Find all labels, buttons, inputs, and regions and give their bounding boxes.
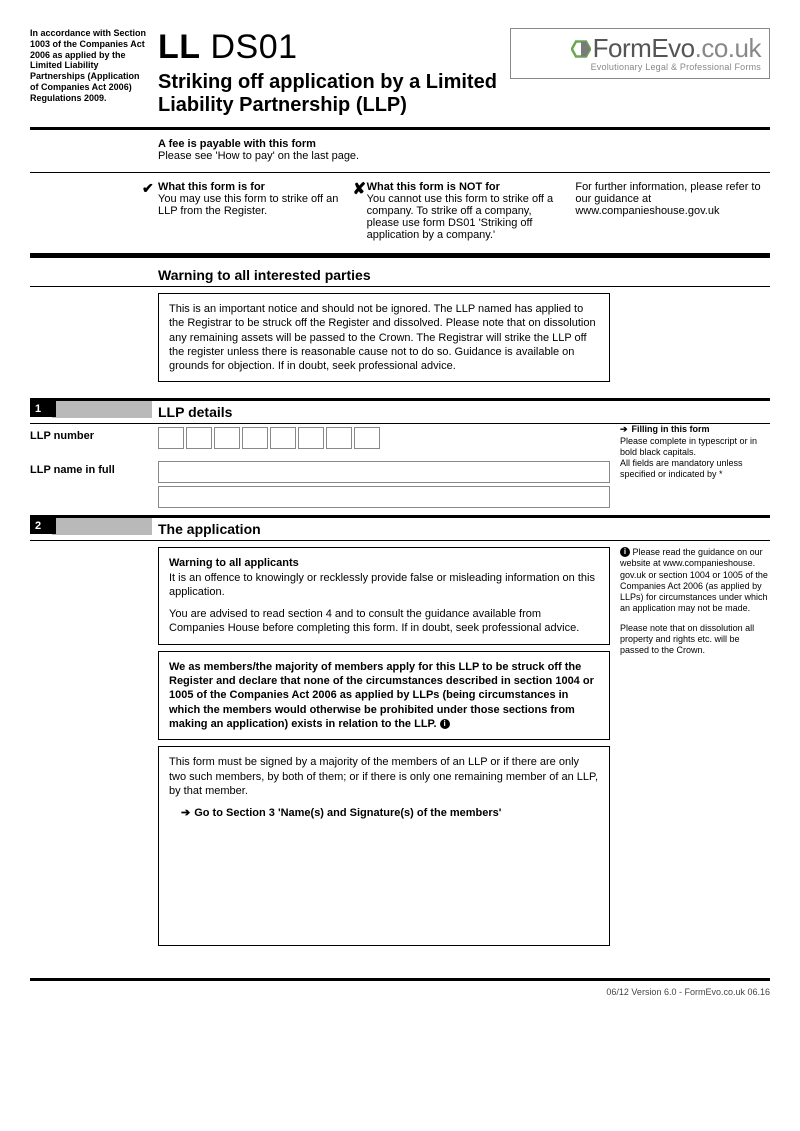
llp-number-cell[interactable] [326, 427, 352, 449]
section-1-sidenote: ➔ Filling in this form Please complete in… [610, 424, 770, 458]
info-icon: i [620, 547, 630, 557]
fee-notice-row: A fee is payable with this form Please s… [30, 130, 770, 173]
llp-number-cell[interactable] [298, 427, 324, 449]
hexagon-icon [571, 37, 591, 57]
purpose-row: ✔ What this form is for You may use this… [30, 173, 770, 253]
section-1-title: LLP details [158, 401, 770, 423]
signature-instructions-box: This form must be signed by a majority o… [158, 746, 610, 946]
llp-number-cell[interactable] [242, 427, 268, 449]
logo-domain: .co.uk [695, 33, 761, 63]
side-1: Please complete in typescript or in bold… [620, 436, 757, 457]
form-for-heading: What this form is for [158, 181, 265, 193]
logo-text: FormEvo [593, 33, 695, 63]
llp-number-cell[interactable] [158, 427, 184, 449]
warning-header: Warning to all interested parties [30, 264, 770, 287]
side-p1: Please read the guidance on our website … [620, 547, 768, 613]
cross-icon: ✘ [353, 179, 366, 199]
page-footer: 06/12 Version 6.0 - FormEvo.co.uk 06.16 [30, 981, 770, 997]
goto-section-3: ➔ Go to Section 3 'Name(s) and Signature(… [169, 806, 599, 820]
arrow-icon: ➔ [181, 807, 190, 819]
llp-number-cell[interactable] [214, 427, 240, 449]
side-p2: Please note that on dissolution all prop… [620, 623, 770, 657]
section-2-body: Warning to all applicants It is an offen… [30, 541, 770, 981]
fee-line1: A fee is payable with this form [158, 138, 359, 150]
section-2-number: 2 [30, 518, 56, 534]
form-code: LL DS01 [158, 28, 510, 67]
spacer [30, 287, 158, 388]
warning-content: This is an important notice and should n… [30, 287, 770, 388]
applicant-warning-box: Warning to all applicants It is an offen… [158, 547, 610, 644]
title-block: LL DS01 Striking off application by a Li… [158, 28, 510, 117]
form-page: In accordance with Section 1003 of the C… [0, 0, 800, 1017]
section-1-sidenote-2: All fields are mandatory unless specifie… [610, 458, 770, 511]
legal-reference: In accordance with Section 1003 of the C… [30, 28, 158, 104]
form-not-for-column: ✘ What this form is NOT for You cannot u… [367, 181, 576, 241]
section-2-title: The application [158, 518, 770, 540]
llp-name-label: LLP name in full [30, 458, 158, 511]
logo-main: FormEvo.co.uk [519, 35, 761, 61]
llp-number-row: LLP number ➔ Filling in this form Please … [30, 424, 770, 458]
section-2-sidenote: i Please read the guidance on our websit… [610, 541, 770, 664]
signature-p1: This form must be signed by a majority o… [169, 755, 599, 798]
more-info-url: www.companieshouse.gov.uk [575, 205, 719, 217]
more-info-column: For further information, please refer to… [575, 181, 770, 241]
fee-notice: A fee is payable with this form Please s… [158, 138, 359, 162]
llp-name-cell-1[interactable] [158, 461, 610, 483]
form-for-column: ✔ What this form is for You may use this… [158, 181, 367, 241]
form-code-light: DS01 [211, 28, 298, 66]
warning-box: This is an important notice and should n… [158, 293, 610, 382]
section-1-body: LLP number ➔ Filling in this form Please … [30, 424, 770, 518]
spacer [30, 541, 158, 547]
form-title: Striking off application by a Limited Li… [158, 71, 510, 117]
spacer [30, 264, 158, 286]
section-2-badge-wrap: 2 [30, 518, 158, 540]
header-row: In accordance with Section 1003 of the C… [30, 28, 770, 130]
provider-logo: FormEvo.co.uk Evolutionary Legal & Profe… [510, 28, 770, 79]
info-icon: i [440, 719, 450, 729]
side-2: All fields are mandatory unless specifie… [620, 458, 743, 479]
form-code-bold: LL [158, 28, 201, 66]
applicant-warning-hd: Warning to all applicants [169, 556, 599, 570]
more-info-text: For further information, please refer to… [575, 181, 760, 205]
llp-number-cells [158, 424, 610, 458]
applicant-warning-p2: You are advised to read section 4 and to… [169, 607, 599, 636]
divider [30, 253, 770, 258]
section-1-badge-wrap: 1 [30, 401, 158, 423]
warning-title: Warning to all interested parties [158, 264, 770, 286]
spacer [30, 181, 158, 241]
arrow-icon: ➔ [620, 424, 628, 434]
llp-number-cell[interactable] [270, 427, 296, 449]
logo-tagline: Evolutionary Legal & Professional Forms [519, 63, 761, 72]
llp-number-cell[interactable] [354, 427, 380, 449]
llp-name-row: LLP name in full All fields are mandator… [30, 458, 770, 511]
check-icon: ✔ [142, 180, 154, 197]
fee-line2: Please see 'How to pay' on the last page… [158, 150, 359, 162]
section-2-header: 2 The application [30, 518, 770, 541]
form-for-body: You may use this form to strike off an L… [158, 193, 338, 217]
spacer [30, 138, 158, 162]
form-not-for-heading: What this form is NOT for [367, 181, 500, 193]
declaration-text: We as members/the majority of members ap… [169, 661, 594, 730]
badge-tail [52, 401, 152, 418]
side-hd: Filling in this form [632, 424, 710, 434]
applicant-warning-p1: It is an offence to knowingly or reckles… [169, 571, 599, 600]
llp-number-label: LLP number [30, 424, 158, 458]
warning-side [610, 287, 770, 388]
goto-text: Go to Section 3 'Name(s) and Signature(s… [194, 807, 501, 819]
declaration-box: We as members/the majority of members ap… [158, 651, 610, 740]
llp-number-cell[interactable] [186, 427, 212, 449]
badge-tail [52, 518, 152, 535]
form-not-for-body: You cannot use this form to strike off a… [367, 193, 554, 241]
llp-name-cell-2[interactable] [158, 486, 610, 508]
section-1-header: 1 LLP details [30, 401, 770, 424]
section-1-number: 1 [30, 401, 56, 417]
